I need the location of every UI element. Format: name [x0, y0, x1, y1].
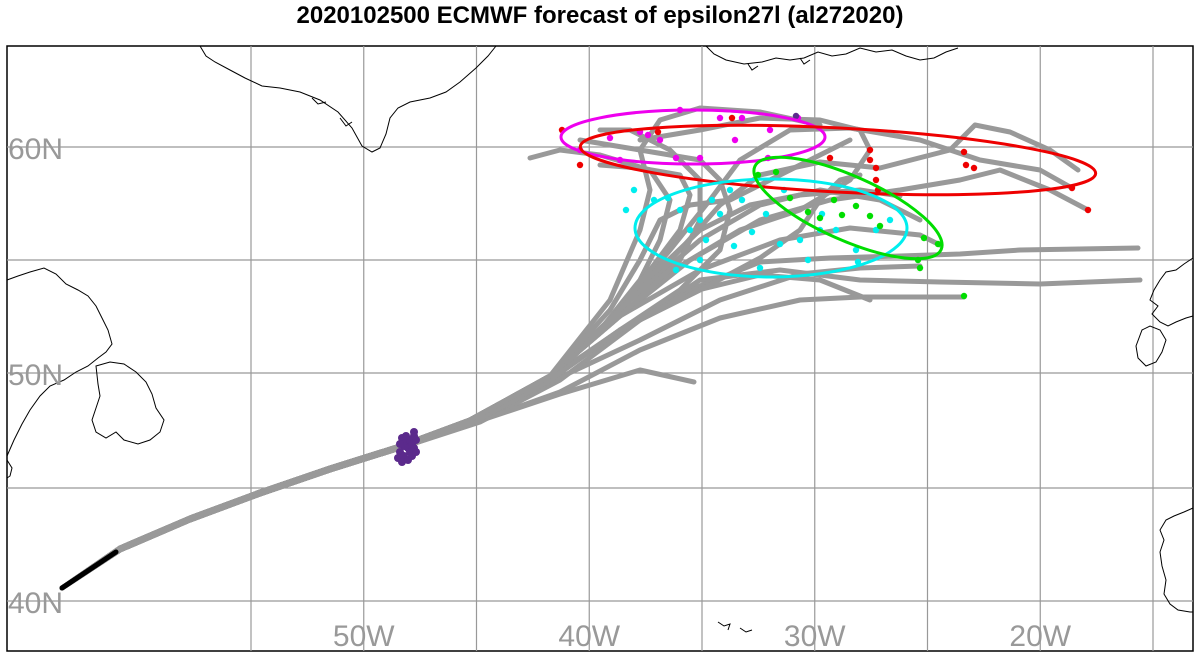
cluster-point: [402, 432, 410, 440]
forecast-position-dot: [816, 214, 824, 222]
latitude-label: 50N: [8, 359, 63, 392]
forecast-position-dot: [672, 266, 680, 274]
map-title: 2020102500 ECMWF forecast of epsilon27l …: [296, 2, 904, 29]
latitude-label: 40N: [8, 587, 63, 620]
forecast-position-dot: [772, 168, 780, 176]
forecast-position-dot: [866, 156, 874, 164]
forecast-position-dot: [786, 194, 794, 202]
ensemble-track: [59, 137, 853, 591]
forecast-position-dot: [796, 236, 804, 244]
observed-track: [59, 549, 119, 591]
forecast-cluster-48h: [394, 428, 420, 466]
forecast-position-dot: [672, 154, 680, 162]
forecast-position-dot: [766, 126, 774, 134]
forecast-position-dot: [762, 210, 770, 218]
forecast-position-dot: [696, 256, 704, 264]
greenland-inlet: [311, 97, 353, 127]
forecast-position-dot: [832, 226, 840, 234]
forecast-position-dot: [656, 136, 664, 144]
cluster-point: [396, 440, 404, 448]
forecast-position-dot: [738, 114, 746, 122]
forecast-position-dot: [970, 164, 978, 172]
forecast-position-dot: [730, 242, 738, 250]
forecast-position-dot: [872, 226, 880, 234]
forecast-position-dot: [830, 196, 838, 204]
forecast-position-dot: [576, 161, 584, 169]
forecast-position-dot: [792, 112, 800, 120]
longitude-label: 30W: [784, 620, 846, 653]
iceland-fjords: [747, 57, 811, 71]
scotland-coast: [1149, 257, 1194, 327]
forecast-position-dot: [702, 236, 710, 244]
cluster-point: [410, 428, 418, 436]
forecast-position-dot: [756, 264, 764, 272]
forecast-position-dot: [738, 196, 746, 204]
forecast-position-dot: [960, 292, 968, 300]
forecast-position-dot: [728, 114, 736, 122]
forecast-position-dot: [630, 186, 638, 194]
forecast-position-dot: [872, 164, 880, 172]
forecast-position-dot: [1084, 206, 1092, 214]
forecast-position-dot: [654, 128, 662, 136]
latitude-labels: 60N 50N 40N: [8, 133, 63, 620]
longitude-label: 40W: [558, 620, 620, 653]
ellipse-cyan: [633, 177, 909, 279]
forecast-position-dot: [708, 196, 716, 204]
forecast-position-dot: [606, 134, 614, 142]
forecast-position-dot: [644, 131, 652, 139]
coastlines: [6, 45, 1194, 633]
cluster-point: [412, 436, 420, 444]
forecast-position-dot: [960, 148, 968, 156]
latitude-label: 60N: [8, 133, 63, 166]
ensemble-tracks: [59, 105, 1143, 591]
iberia-coast: [1159, 507, 1194, 613]
islands-coast: [717, 621, 753, 633]
forecast-position-dot: [686, 226, 694, 234]
forecast-position-dot: [696, 216, 704, 224]
longitude-label: 50W: [333, 620, 395, 653]
forecast-position-dot: [716, 210, 724, 218]
forecast-position-dots: [558, 106, 1092, 300]
forecast-position-dot: [962, 161, 970, 169]
ellipse-red: [578, 123, 1098, 197]
newfoundland-coast: [91, 361, 165, 445]
longitude-label: 20W: [1009, 620, 1071, 653]
forecast-position-dot: [920, 234, 928, 242]
forecast-position-dot: [726, 186, 734, 194]
forecast-position-dot: [852, 202, 860, 210]
forecast-position-dot: [866, 146, 874, 154]
greenland-coast: [199, 45, 497, 153]
forecast-position-dot: [886, 216, 894, 224]
ellipse-magenta: [559, 108, 827, 166]
iceland-coast: [705, 45, 959, 65]
forecast-position-dot: [854, 258, 862, 266]
cluster-point: [412, 448, 420, 456]
forecast-position-dot: [676, 206, 684, 214]
ellipse-green: [752, 155, 944, 261]
longitude-labels: 50W 40W 30W 20W: [333, 620, 1072, 653]
maritimes-coast: [6, 459, 13, 479]
forecast-position-dot: [776, 240, 784, 248]
forecast-position-dot: [622, 206, 630, 214]
forecast-position-dot: [866, 212, 874, 220]
forecast-position-dot: [748, 228, 756, 236]
forecast-position-dot: [804, 256, 812, 264]
forecast-position-dot: [852, 246, 860, 254]
forecast-position-dot: [872, 176, 880, 184]
forecast-position-dot: [934, 240, 942, 248]
forecast-position-dot: [731, 136, 739, 144]
labrador-coast: [6, 267, 113, 457]
forecast-position-dot: [696, 154, 704, 162]
forecast-position-dot: [916, 264, 924, 272]
forecast-position-dot: [804, 208, 812, 216]
ireland-coast: [1135, 325, 1167, 367]
forecast-position-dot: [876, 222, 884, 230]
forecast-position-dot: [716, 114, 724, 122]
forecast-position-dot: [838, 211, 846, 219]
forecast-position-dot: [826, 154, 834, 162]
